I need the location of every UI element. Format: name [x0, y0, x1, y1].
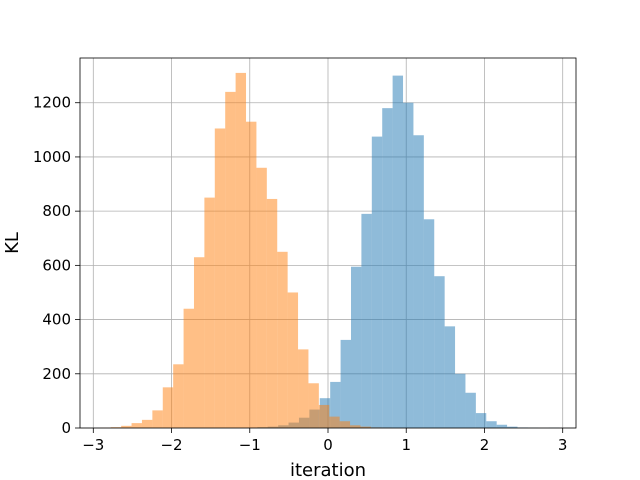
histogram-bar: [434, 276, 445, 428]
x-tick-label: 3: [558, 436, 568, 454]
histogram-bar: [214, 128, 226, 428]
histogram-bar: [360, 426, 371, 428]
histogram-bar: [382, 108, 393, 429]
histogram-bar: [455, 373, 466, 428]
y-tick-label: 0: [61, 419, 71, 437]
histogram-bar: [141, 419, 153, 428]
histogram-bar: [423, 219, 435, 428]
histogram-bar: [361, 213, 372, 428]
histogram-bar: [329, 416, 340, 428]
histogram-bar: [351, 266, 362, 428]
x-tick-label: 1: [401, 436, 411, 454]
histogram-bar: [308, 383, 319, 428]
histogram-bar: [413, 135, 424, 428]
y-tick-label: 800: [42, 202, 71, 220]
histogram-bar: [162, 387, 174, 428]
x-tick-label: −3: [82, 436, 104, 454]
histogram-bar: [330, 381, 341, 428]
histogram-bar: [152, 410, 163, 428]
y-tick-label: 1000: [33, 148, 71, 166]
x-tick-label: 2: [480, 436, 490, 454]
x-tick-label: −2: [160, 436, 182, 454]
histogram-bar: [193, 257, 205, 428]
x-tick-label: 0: [323, 436, 333, 454]
x-axis-label: iteration: [290, 460, 366, 480]
histogram-bar: [246, 121, 257, 428]
histogram-bar: [235, 72, 247, 429]
axis-ticks: −3 −2 −1 0 1 2 3 0 200 400 600 800 1000 1200: [33, 94, 568, 454]
histogram-bar: [131, 423, 142, 428]
histogram-bar: [256, 167, 267, 428]
histogram-bar: [371, 136, 383, 428]
y-tick-label: 600: [42, 256, 71, 274]
histogram-bar: [340, 339, 352, 428]
histogram-bar: [318, 404, 330, 428]
histogram-series: [100, 72, 392, 429]
histogram-bar: [486, 421, 497, 428]
histogram-bar: [204, 197, 215, 428]
y-tick-label: 1200: [33, 94, 71, 112]
x-tick-label: −1: [239, 436, 261, 454]
histogram-bar: [465, 392, 476, 428]
histogram-bar: [110, 427, 122, 428]
histogram-bar: [392, 75, 404, 428]
y-tick-label: 200: [42, 365, 71, 383]
histogram-bar: [339, 421, 351, 428]
histogram-bar: [298, 349, 309, 428]
histogram-bar: [173, 364, 184, 428]
histogram-bar: [183, 308, 194, 428]
histogram-bar: [444, 326, 456, 428]
y-tick-label: 400: [42, 311, 71, 329]
histogram-bar: [277, 251, 288, 428]
grid: [80, 58, 576, 429]
histogram-bar: [403, 102, 414, 428]
histogram-bar: [266, 198, 278, 428]
histogram-bar: [225, 91, 236, 428]
histogram-bar: [287, 292, 299, 428]
histogram-bar: [507, 426, 518, 428]
y-axis-label: KL: [2, 232, 23, 254]
histogram-bar: [475, 413, 487, 428]
histogram-bar: [496, 424, 508, 428]
histogram-bar: [350, 425, 361, 428]
histogram-bars: [100, 72, 560, 429]
histogram-bar: [121, 425, 132, 428]
